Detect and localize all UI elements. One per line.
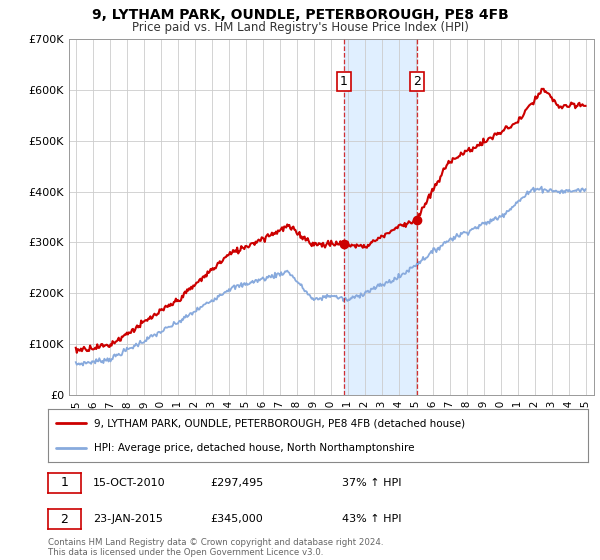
Text: 43% ↑ HPI: 43% ↑ HPI	[342, 514, 401, 524]
Text: 1: 1	[61, 476, 68, 489]
Text: 2: 2	[61, 512, 68, 526]
Text: Price paid vs. HM Land Registry's House Price Index (HPI): Price paid vs. HM Land Registry's House …	[131, 21, 469, 34]
Text: 23-JAN-2015: 23-JAN-2015	[93, 514, 163, 524]
Text: £345,000: £345,000	[210, 514, 263, 524]
Text: 9, LYTHAM PARK, OUNDLE, PETERBOROUGH, PE8 4FB (detached house): 9, LYTHAM PARK, OUNDLE, PETERBOROUGH, PE…	[94, 418, 465, 428]
Bar	[344, 39, 417, 395]
Text: Contains HM Land Registry data © Crown copyright and database right 2024.
This d: Contains HM Land Registry data © Crown c…	[48, 538, 383, 557]
Text: 15-OCT-2010: 15-OCT-2010	[93, 478, 166, 488]
Text: £297,495: £297,495	[210, 478, 263, 488]
Text: 9, LYTHAM PARK, OUNDLE, PETERBOROUGH, PE8 4FB: 9, LYTHAM PARK, OUNDLE, PETERBOROUGH, PE…	[92, 8, 508, 22]
Text: 2: 2	[413, 76, 421, 88]
Text: HPI: Average price, detached house, North Northamptonshire: HPI: Average price, detached house, Nort…	[94, 442, 415, 452]
Text: 37% ↑ HPI: 37% ↑ HPI	[342, 478, 401, 488]
Text: 1: 1	[340, 76, 348, 88]
